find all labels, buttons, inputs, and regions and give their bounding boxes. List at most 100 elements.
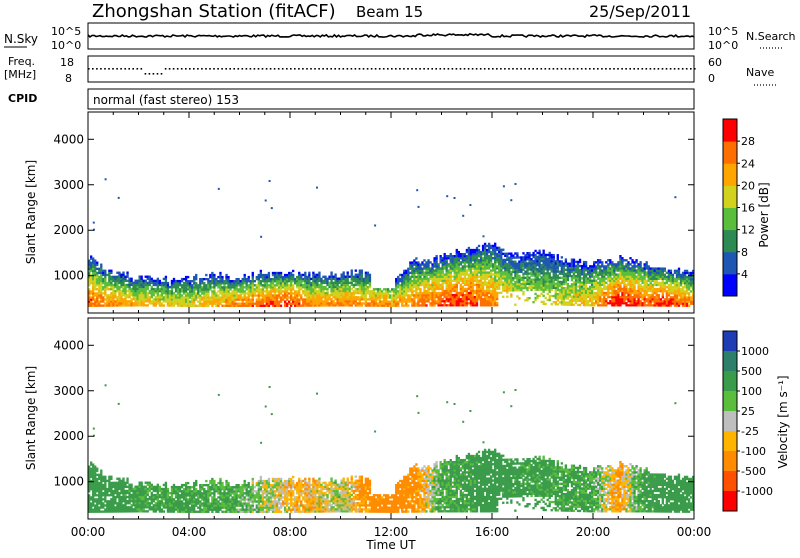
power-cell (417, 292, 419, 294)
power-cell (593, 271, 595, 273)
power-cell (644, 282, 646, 284)
power-cell (555, 283, 557, 285)
power-cell (613, 284, 615, 286)
power-cell (476, 288, 478, 290)
power-cell (637, 263, 639, 265)
power-cell (460, 302, 462, 304)
power-cell (545, 264, 547, 266)
power-cell (193, 284, 195, 286)
power-cell (209, 303, 211, 305)
power-cell (328, 278, 330, 280)
power-cell (629, 302, 631, 304)
power-cell (189, 292, 191, 294)
power-cell (104, 304, 106, 306)
power-cell (211, 303, 213, 305)
power-cell (413, 280, 415, 282)
power-cell (96, 280, 98, 282)
power-cell (599, 280, 601, 282)
power-cell (470, 288, 472, 290)
freq-dot (124, 68, 126, 70)
power-cell (577, 279, 579, 281)
power-cell (122, 272, 124, 274)
power-cell (334, 282, 336, 284)
power-cell (555, 303, 557, 305)
power-cell (159, 300, 161, 302)
power-cell (246, 278, 248, 280)
power-cell (369, 276, 371, 278)
power-cell (203, 290, 205, 292)
power-cell (141, 278, 143, 280)
power-cell (130, 294, 132, 296)
power-cell (306, 286, 308, 288)
power-cell (518, 281, 520, 283)
power-cell (454, 302, 456, 304)
power-cell (355, 290, 357, 292)
power-cell (476, 269, 478, 271)
power-cell (553, 264, 555, 266)
power-cell (421, 282, 423, 284)
power-cell (561, 299, 563, 301)
power-cell (167, 302, 169, 304)
power-cell (371, 302, 373, 304)
power-cell (260, 282, 262, 284)
power-cell (577, 289, 579, 291)
freq-dot (92, 68, 94, 70)
power-cell (458, 304, 460, 306)
power-cell (567, 275, 569, 277)
power-cell (656, 294, 658, 296)
power-cell (433, 263, 435, 265)
power-cell (242, 280, 244, 282)
power-cell (120, 284, 122, 286)
power-cell (454, 271, 456, 273)
power-cell (641, 304, 643, 306)
power-cell (407, 296, 409, 298)
power-cell (199, 284, 201, 286)
power-cell (595, 265, 597, 267)
power-cell (310, 300, 312, 302)
power-cell (114, 294, 116, 296)
power-cell (547, 266, 549, 268)
power-cell (235, 280, 237, 282)
power-cell (641, 275, 643, 277)
power-cell (419, 282, 421, 284)
power-cell (233, 288, 235, 290)
power-cell (294, 296, 296, 298)
power-cell (227, 294, 229, 296)
power-cell (458, 251, 460, 253)
power-cell (528, 297, 530, 299)
power-cell (341, 282, 343, 284)
power-cell (189, 305, 191, 307)
power-cell (450, 255, 452, 257)
power-cell (480, 288, 482, 290)
power-cell (543, 280, 545, 282)
power-cell (474, 249, 476, 251)
freq-dot (629, 68, 631, 70)
power-cell (617, 273, 619, 275)
power-cell (217, 303, 219, 305)
power-cell (349, 288, 351, 290)
power-cell (502, 290, 504, 292)
power-cell (419, 284, 421, 286)
power-cell (648, 302, 650, 304)
power-cell (545, 266, 547, 268)
power-cell (334, 298, 336, 300)
freq-dot (254, 68, 256, 70)
power-cell (662, 274, 664, 276)
power-cell (498, 251, 500, 253)
power-cell (195, 284, 197, 286)
power-cell (458, 300, 460, 302)
power-cell (124, 280, 126, 282)
power-cell (476, 261, 478, 263)
power-cell (387, 290, 389, 292)
power-cell (407, 304, 409, 306)
power-cell (132, 304, 134, 306)
power-cell (193, 282, 195, 284)
power-cell (518, 256, 520, 258)
power-cell (534, 262, 536, 264)
power-cell (617, 288, 619, 290)
power-cell (597, 265, 599, 267)
power-cell (118, 276, 120, 278)
power-cell (211, 296, 213, 298)
power-cell (316, 278, 318, 280)
power-cell (512, 263, 514, 265)
